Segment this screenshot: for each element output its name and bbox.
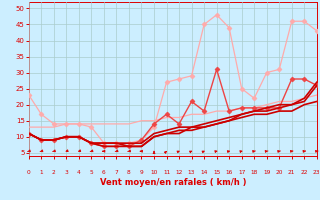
X-axis label: Vent moyen/en rafales ( km/h ): Vent moyen/en rafales ( km/h ) bbox=[100, 178, 246, 187]
